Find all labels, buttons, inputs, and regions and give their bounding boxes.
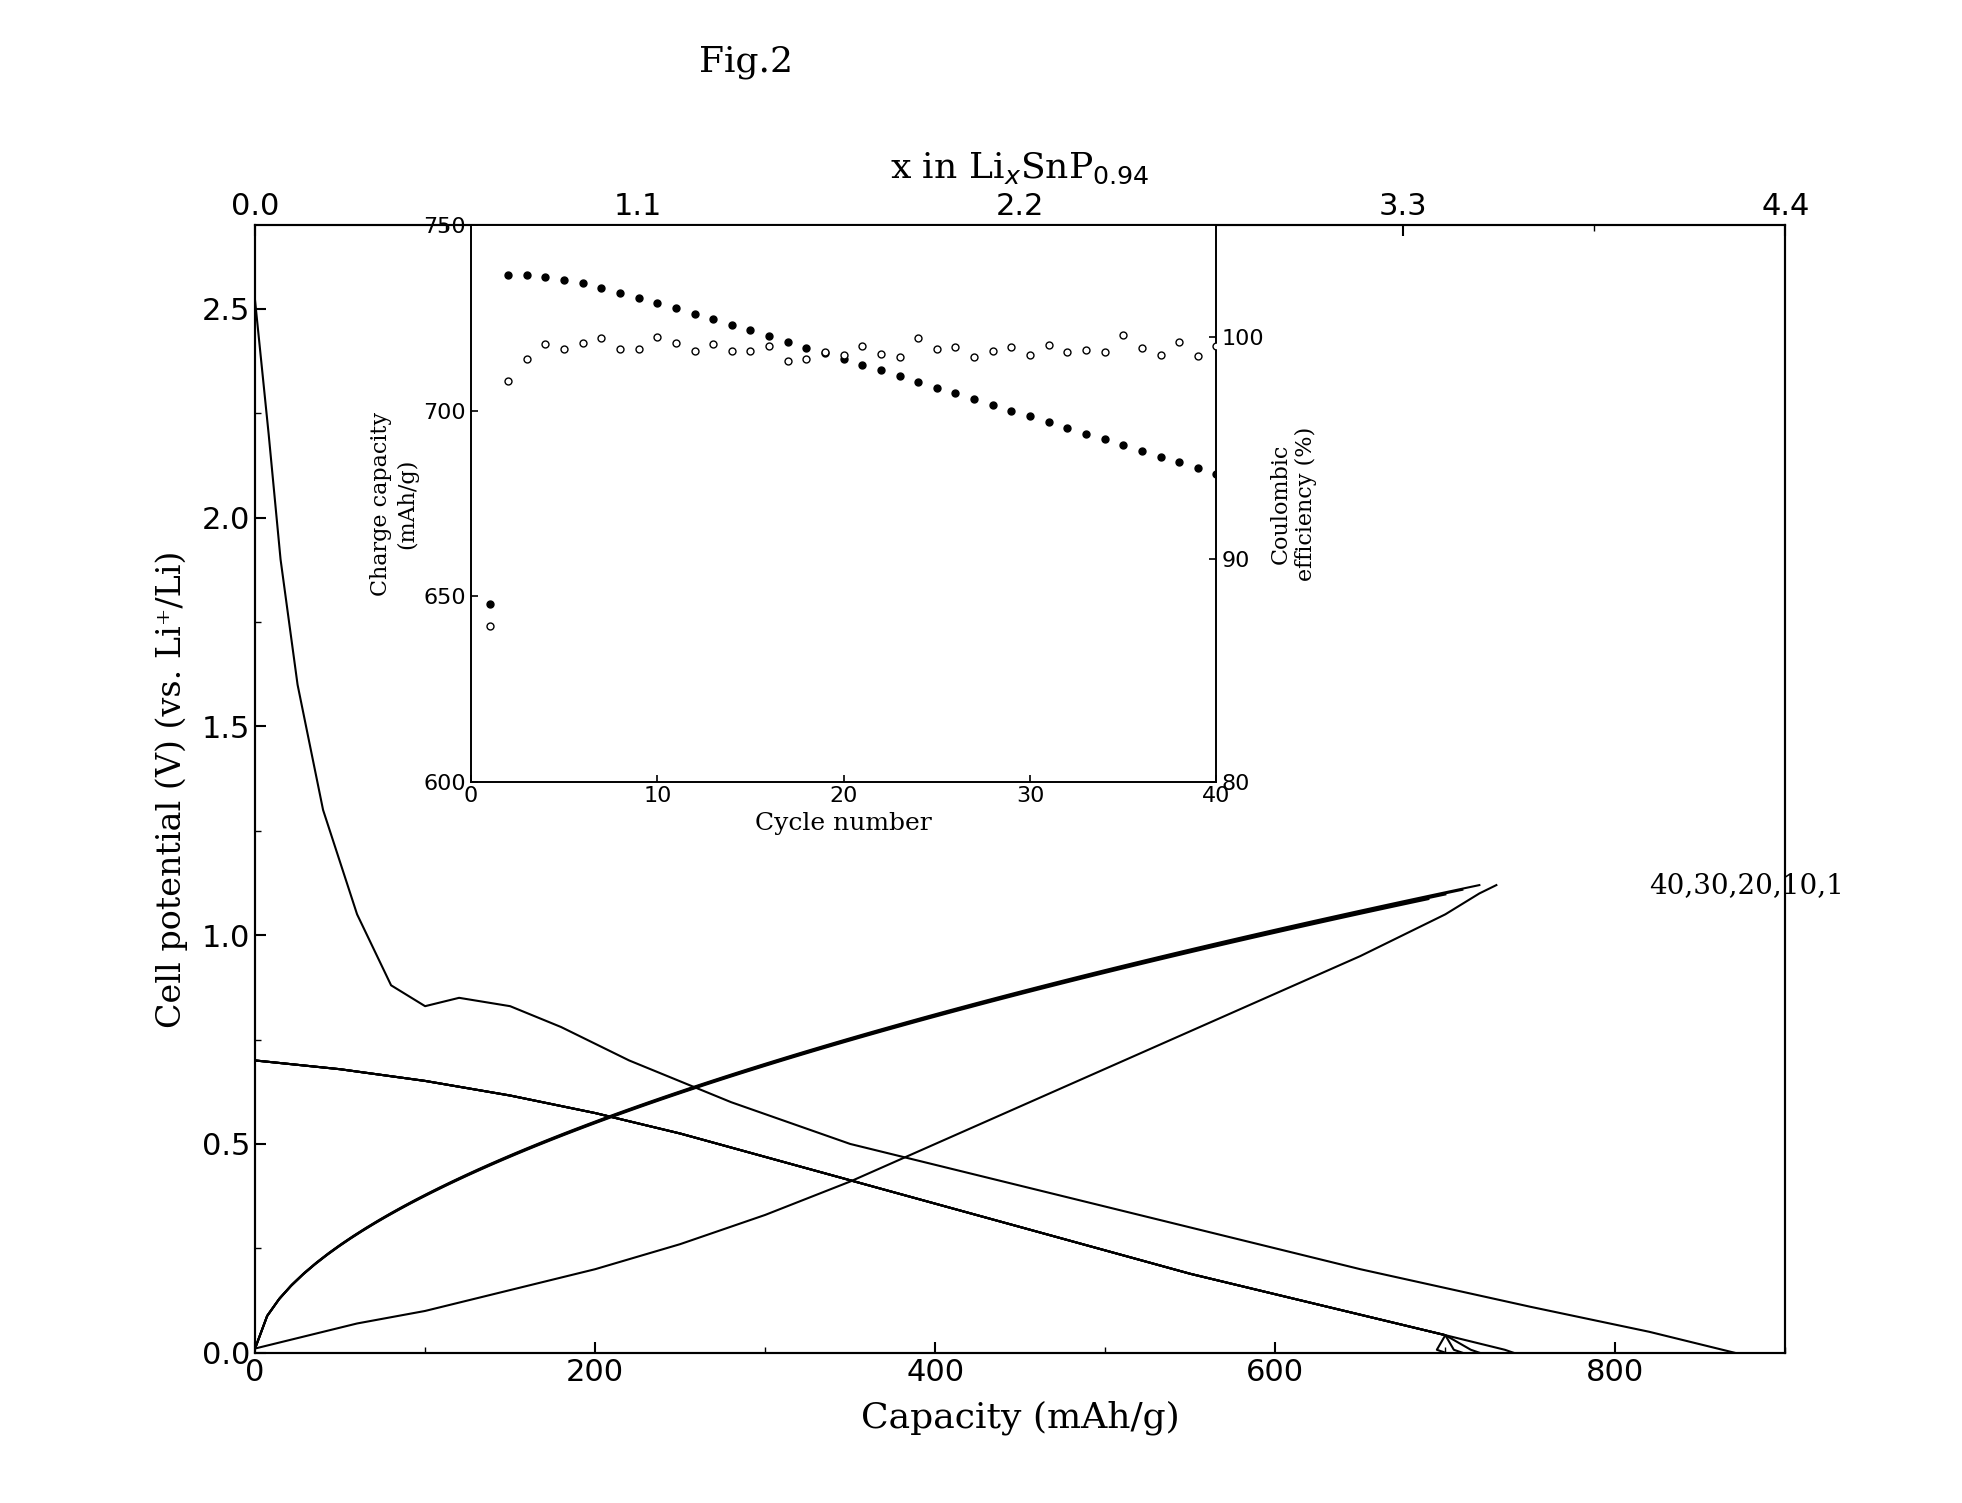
Y-axis label: Coulombic
efficiency (%): Coulombic efficiency (%) [1269,427,1317,580]
Y-axis label: Cell potential (V) (vs. Li⁺/Li): Cell potential (V) (vs. Li⁺/Li) [155,550,188,1028]
Text: 40,30,20,10,1: 40,30,20,10,1 [1650,872,1844,899]
X-axis label: Cycle number: Cycle number [755,812,932,836]
X-axis label: x in Li$_x$SnP$_{0.94}$: x in Li$_x$SnP$_{0.94}$ [891,150,1150,186]
X-axis label: Capacity (mAh/g): Capacity (mAh/g) [861,1401,1179,1435]
Text: Fig.2: Fig.2 [698,45,793,80]
Y-axis label: Charge capacity
(mAh/g): Charge capacity (mAh/g) [371,412,418,595]
